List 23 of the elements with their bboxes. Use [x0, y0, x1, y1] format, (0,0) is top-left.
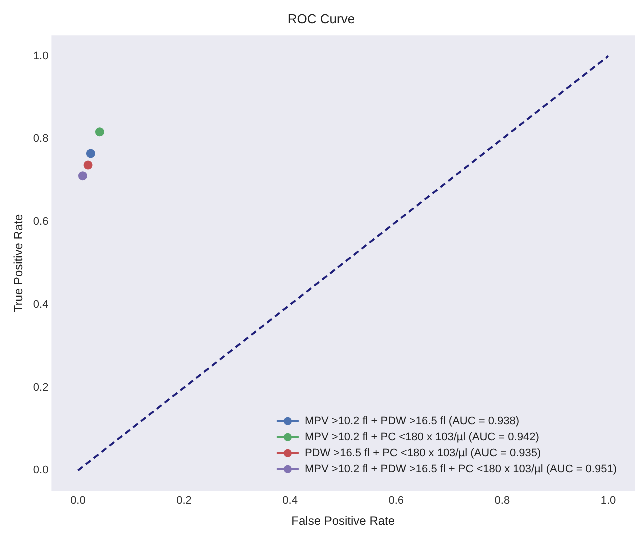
y-tick-label: 0.8 [33, 133, 49, 146]
x-tick-label: 0.4 [282, 495, 298, 508]
chart-title: ROC Curve [288, 11, 356, 26]
x-tick-label: 0.6 [388, 495, 404, 508]
point [84, 160, 93, 170]
x-tick-label: 1.0 [600, 495, 616, 508]
x-axis-title: False Positive Rate [292, 514, 396, 528]
legend-label: MPV >10.2 fl + PDW >16.5 fl (AUC = 0.938) [304, 415, 520, 428]
y-tick-label: 1.0 [33, 50, 49, 62]
y-tick-label: 0.2 [33, 382, 49, 394]
y-tick-label: 0.6 [33, 216, 49, 228]
x-tick-label: 0.2 [176, 495, 192, 508]
point [95, 128, 104, 137]
y-axis-title: True Positive Rate [12, 214, 26, 313]
y-tick-label: 0.0 [33, 464, 49, 477]
point [78, 172, 88, 181]
x-tick-label: 0.8 [494, 495, 510, 508]
legend-label: MPV >10.2 fl + PC <180 x 103/µl (AUC = 0.942) [304, 431, 540, 444]
legend-label: PDW >16.5 fl + PC <180 x 103/µl (AUC = 0.935) [304, 447, 542, 460]
y-tick-label: 0.4 [33, 298, 49, 311]
legend-label: MPV >10.2 fl + PDW >16.5 fl + PC <180 x 103/µl (AUC = 0.951) [304, 463, 618, 476]
point [86, 149, 96, 158]
x-tick-label: 0.0 [70, 495, 86, 508]
